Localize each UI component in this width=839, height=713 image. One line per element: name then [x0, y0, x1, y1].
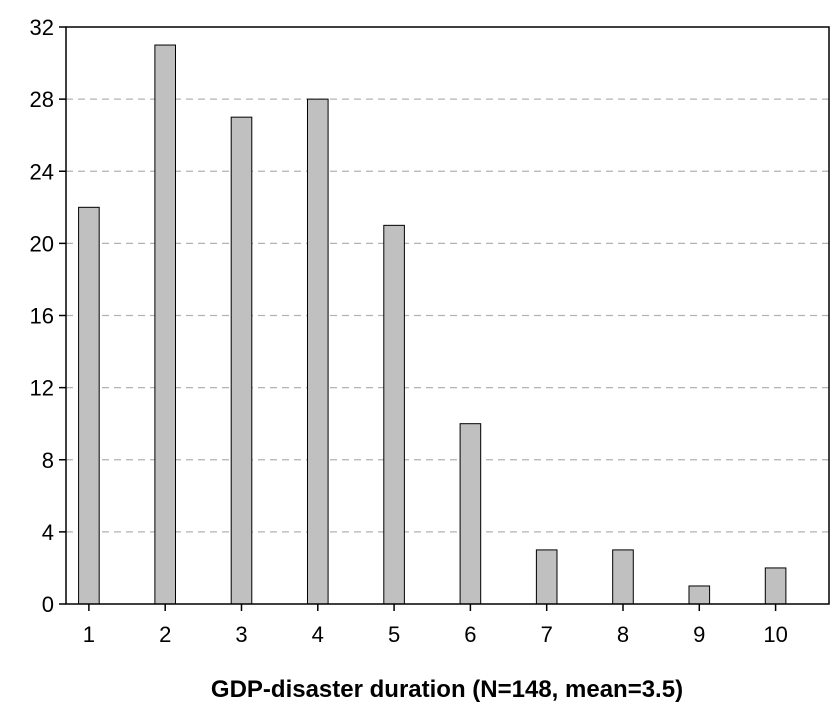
x-axis-title: GDP-disaster duration (N=148, mean=3.5): [211, 676, 683, 703]
y-tick-label: 28: [30, 87, 54, 112]
x-tick-label: 5: [388, 622, 400, 647]
x-axis-ticks: 1 2 3 4 5 6 7 8 9 10: [83, 604, 788, 647]
bar-9: [688, 585, 711, 605]
x-tick-label: 9: [693, 622, 705, 647]
bar-6: [459, 423, 482, 605]
y-axis-ticks: 0 4 8 12 16 20 24 28 32: [30, 15, 66, 617]
bars: [78, 44, 787, 605]
bar-8: [612, 549, 634, 605]
y-tick-label: 32: [30, 15, 54, 40]
x-tick-label: 3: [235, 622, 247, 647]
bar-7: [535, 549, 558, 605]
y-tick-label: 4: [42, 520, 54, 545]
bar-2: [154, 44, 176, 605]
x-tick-label: 1: [83, 622, 95, 647]
y-tick-label: 8: [42, 448, 54, 473]
y-tick-label: 16: [30, 304, 54, 329]
y-tick-label: 20: [30, 231, 54, 256]
bar-4: [306, 98, 329, 605]
bar-10: [764, 567, 787, 605]
y-tick-label: 12: [30, 376, 54, 401]
bar-1: [78, 206, 100, 605]
bar-3: [230, 116, 253, 605]
bar-5: [383, 224, 405, 605]
x-tick-label: 10: [763, 622, 787, 647]
x-tick-label: 2: [159, 622, 171, 647]
y-tick-label: 0: [42, 592, 54, 617]
y-tick-label: 24: [30, 159, 54, 184]
x-tick-label: 7: [541, 622, 553, 647]
x-tick-label: 4: [312, 622, 324, 647]
x-tick-label: 8: [617, 622, 629, 647]
x-tick-label: 6: [464, 622, 476, 647]
